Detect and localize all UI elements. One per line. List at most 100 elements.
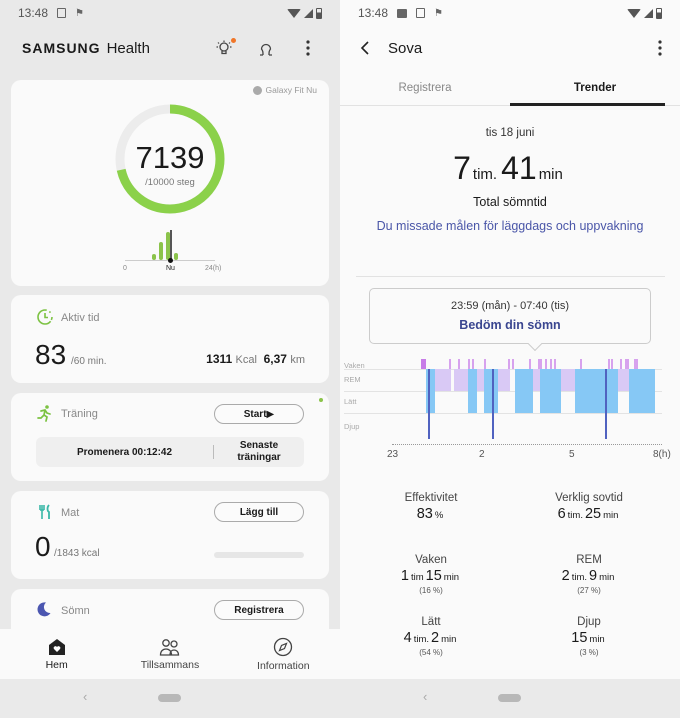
awake-tick bbox=[512, 359, 515, 369]
steps-goal: /10000 steg bbox=[145, 177, 195, 188]
food-progress-bar bbox=[214, 552, 304, 558]
active-stats: 1311 Kcal 6,37 km bbox=[206, 352, 305, 366]
active-tab-indicator bbox=[510, 103, 665, 106]
app-logo: SAMSUNG Health bbox=[22, 39, 150, 57]
active-minutes: 83 bbox=[35, 339, 67, 370]
awake-tick bbox=[458, 359, 461, 369]
register-sleep-button[interactable]: Registrera bbox=[214, 600, 304, 620]
tab-bar: Registrera Trender bbox=[340, 70, 680, 106]
stat-light: Lätt 4 tim. 2 min (54 %) bbox=[403, 616, 457, 657]
tips-button[interactable] bbox=[214, 38, 236, 58]
awake-tick bbox=[538, 359, 540, 369]
system-back-button[interactable]: ‹ bbox=[423, 689, 428, 704]
moon-icon bbox=[37, 602, 51, 617]
awake-tick bbox=[554, 359, 557, 369]
back-arrow-icon[interactable] bbox=[360, 40, 370, 56]
chart-bar bbox=[174, 253, 178, 260]
chart-bar bbox=[159, 242, 163, 260]
now-marker bbox=[170, 230, 172, 260]
sleep-segment-lätt bbox=[575, 369, 618, 413]
device-icon bbox=[416, 8, 426, 18]
steps-progress-ring bbox=[115, 104, 225, 214]
battery-icon bbox=[316, 7, 322, 19]
image-icon bbox=[397, 8, 408, 18]
compass-icon bbox=[274, 637, 293, 656]
chart-bar bbox=[152, 254, 156, 260]
system-home-button[interactable] bbox=[158, 694, 181, 702]
nav-information[interactable]: Information bbox=[233, 637, 333, 672]
steps-card[interactable]: Galaxy Fit Nu 7139 /10000 steg 0 Nu 24(h… bbox=[11, 80, 329, 286]
awake-tick bbox=[484, 359, 487, 369]
stat-deep: Djup 15 min (3 %) bbox=[571, 616, 605, 657]
rate-sleep-link[interactable]: Bedöm din sömn bbox=[459, 318, 561, 332]
awake-tick bbox=[610, 359, 613, 369]
more-options-button[interactable] bbox=[298, 38, 318, 58]
signal-icon bbox=[304, 8, 313, 18]
awake-tick bbox=[467, 359, 470, 369]
sleep-segment-rem bbox=[617, 369, 630, 391]
device-sync-icon bbox=[252, 85, 262, 95]
device-label: Galaxy Fit Nu bbox=[252, 85, 317, 95]
awake-tick bbox=[580, 359, 583, 369]
wifi-icon bbox=[287, 8, 301, 18]
sleep-segment-rem bbox=[533, 369, 541, 391]
add-food-button[interactable]: Lägg till bbox=[214, 502, 304, 522]
sleep-segment-lätt bbox=[629, 369, 655, 413]
nav-home[interactable]: Hem bbox=[7, 638, 107, 671]
signal-icon bbox=[644, 8, 653, 18]
sleep-card[interactable]: Sömn Registrera bbox=[11, 589, 329, 649]
awake-tick bbox=[608, 359, 611, 369]
awake-tick bbox=[545, 359, 548, 369]
missed-goal-message: Du missade målen för läggdags och uppvak… bbox=[376, 219, 644, 233]
system-home-button[interactable] bbox=[498, 694, 521, 702]
sleep-header: Sova bbox=[340, 26, 680, 70]
active-time-icon bbox=[37, 309, 53, 325]
active-goal: /60 min. bbox=[71, 356, 107, 367]
status-time: 13:48 bbox=[358, 6, 389, 20]
calories-goal: /1843 kcal bbox=[54, 548, 100, 559]
flag-icon: ⚑ bbox=[75, 7, 84, 19]
active-time-card[interactable]: Aktiv tid 83 /60 min. 1311 Kcal 6,37 km bbox=[11, 295, 329, 383]
awake-tick bbox=[472, 359, 475, 369]
sleep-segment-rem bbox=[435, 369, 452, 391]
steps-count: 7139 bbox=[135, 140, 205, 175]
sleep-trends-screen: 13:48 ⚑ Sova Registrera Trender tis 18 j… bbox=[340, 0, 680, 718]
notification-dot bbox=[231, 38, 236, 43]
flag-icon: ⚑ bbox=[434, 7, 443, 19]
sleep-segment-djup bbox=[428, 369, 431, 439]
awake-tick bbox=[633, 359, 636, 369]
wifi-icon bbox=[627, 8, 641, 18]
training-card[interactable]: Träning Start▶ Promenera 00:12:42 Senast… bbox=[11, 393, 329, 481]
sleep-stage-chart: Vaken REM Lätt Djup 23 2 5 8(h) bbox=[344, 359, 671, 460]
sleep-segment-lätt bbox=[484, 369, 499, 413]
food-card[interactable]: Mat Lägg till 0 /1843 kcal bbox=[11, 491, 329, 579]
recent-workouts-button[interactable]: Senaste träningar bbox=[237, 440, 281, 463]
nav-together[interactable]: Tillsammans bbox=[120, 638, 220, 671]
stat-efficiency: Effektivitet 83% bbox=[404, 492, 458, 522]
start-workout-button[interactable]: Start▶ bbox=[214, 404, 304, 424]
stat-actual-sleep: Verklig sovtid 6 tim. 25 min bbox=[555, 492, 623, 522]
awake-tick bbox=[449, 359, 452, 369]
more-icon[interactable] bbox=[658, 40, 662, 56]
awake-tick bbox=[636, 359, 639, 369]
sleep-segment-lätt bbox=[425, 369, 436, 413]
system-back-button[interactable]: ‹ bbox=[83, 689, 88, 704]
lightbulb-icon bbox=[216, 40, 232, 55]
stat-rem: REM 2 tim. 9 min (27 %) bbox=[561, 554, 615, 595]
awake-tick bbox=[619, 359, 622, 369]
total-sleep-label: Total sömntid bbox=[473, 195, 547, 209]
profile-button[interactable] bbox=[256, 38, 276, 58]
sleep-segment-rem bbox=[453, 369, 468, 391]
tab-trends[interactable]: Trender bbox=[573, 82, 617, 94]
running-icon bbox=[37, 405, 51, 422]
last-workout[interactable]: Promenera 00:12:42 bbox=[76, 446, 173, 458]
awake-tick bbox=[528, 359, 531, 369]
sleep-segment-vaken bbox=[421, 359, 426, 369]
sleep-segment-lätt bbox=[467, 369, 478, 413]
system-navigation-bar: ‹ bbox=[0, 679, 340, 718]
bottom-navigation: Hem Tillsammans Information bbox=[0, 629, 340, 679]
calories-eaten: 0 bbox=[35, 531, 51, 562]
status-dot bbox=[319, 398, 323, 402]
status-time: 13:48 bbox=[18, 6, 49, 20]
tab-register[interactable]: Registrera bbox=[398, 82, 452, 94]
